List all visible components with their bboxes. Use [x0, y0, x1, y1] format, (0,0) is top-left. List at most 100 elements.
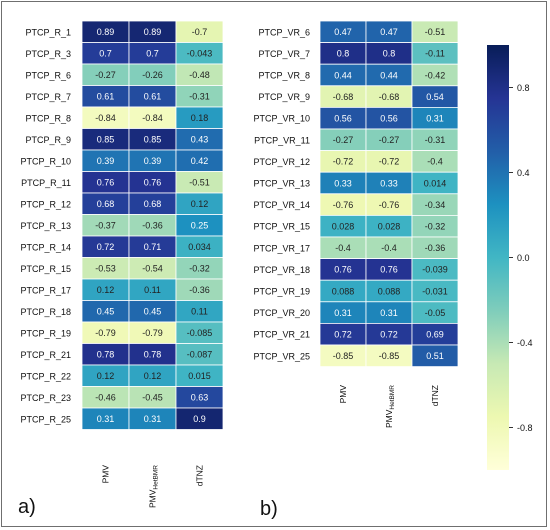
cell-value-label: -0.68 [379, 92, 400, 102]
cell-value-label: 0.034 [188, 242, 211, 252]
cell-value-label: -0.26 [142, 70, 163, 80]
heatmap-cell [175, 407, 224, 430]
column-label: PMV [338, 385, 348, 404]
row-label: PTCP_R_3 [25, 49, 71, 59]
cell-value-label: 0.51 [426, 351, 444, 361]
cell-value-label: 0.68 [97, 199, 115, 209]
cell-value-label: 0.71 [144, 242, 162, 252]
cell-value-label: -0.84 [142, 113, 163, 123]
row-label: PTCP_VR_17 [253, 243, 310, 253]
cell-value-label: -0.4 [335, 243, 351, 253]
cell-value-label: 0.31 [97, 414, 115, 424]
cell-value-label: -0.7 [192, 27, 208, 37]
cell-value-label: -0.48 [189, 70, 210, 80]
cell-value-label: 0.63 [191, 393, 209, 403]
cell-value-label: 0.25 [191, 221, 209, 231]
cell-value-label: 0.45 [144, 307, 162, 317]
cell-value-label: -0.36 [142, 221, 163, 231]
row-label: PTCP_VR_13 [253, 179, 310, 189]
cell-value-label: -0.32 [425, 222, 446, 232]
column-label: PMVHetBMR [384, 385, 396, 428]
cell-value-label: 0.76 [334, 265, 352, 275]
row-label: PTCP_R_10 [20, 156, 71, 166]
heatmap-panel-a: PTCP_R_1 0.89 0.89 -0.7 PTCP_R_3 0.7 0.7 -0.043… [20, 20, 224, 508]
cell-value-label: 0.47 [334, 27, 352, 37]
row-label: PTCP_R_19 [20, 328, 71, 338]
cell-value-label: -0.087 [187, 350, 213, 360]
colorbar-gradient [487, 45, 509, 470]
row-label: PTCP_VR_14 [253, 200, 310, 210]
cell-value-label: -0.45 [142, 393, 163, 403]
row-label: PTCP_VR_6 [258, 27, 310, 37]
cell-value-label: 0.72 [334, 330, 352, 340]
cell-value-label: 0.31 [380, 308, 398, 318]
cell-value-label: -0.27 [379, 135, 400, 145]
cell-value-label: -0.31 [425, 135, 446, 145]
cell-value-label: 0.39 [97, 156, 115, 166]
cell-value-label: 0.12 [144, 371, 162, 381]
cell-value-label: 0.7 [146, 49, 159, 59]
row-label: PTCP_VR_7 [258, 49, 310, 59]
cell-value-label: 0.11 [191, 307, 208, 317]
cell-value-label: -0.84 [95, 113, 116, 123]
cell-value-label: 0.028 [378, 222, 401, 232]
row-label: PTCP_R_1 [25, 27, 71, 37]
row-label: PTCP_VR_21 [253, 330, 310, 340]
colorbar-tick-label: -0.4 [517, 338, 533, 348]
colorbar-tick-label: 0.4 [517, 168, 530, 178]
row-label: PTCP_R_9 [25, 135, 71, 145]
cell-value-label: -0.53 [95, 264, 116, 274]
row-label: PTCP_VR_25 [253, 351, 310, 361]
column-label: PMV [101, 465, 111, 484]
cell-value-label: 0.8 [337, 49, 350, 59]
row-label: PTCP_VR_20 [253, 308, 310, 318]
cell-value-label: -0.27 [95, 70, 116, 80]
cell-value-label: 0.8 [383, 49, 396, 59]
cell-value-label: -0.85 [379, 351, 400, 361]
cell-value-label: 0.014 [424, 178, 447, 188]
row-label: PTCP_VR_8 [258, 71, 310, 81]
cell-value-label: -0.79 [142, 328, 163, 338]
cell-value-label: 0.61 [97, 92, 115, 102]
cell-value-label: 0.18 [191, 113, 209, 123]
cell-value-label: 0.47 [380, 27, 398, 37]
row-label: PTCP_R_14 [20, 242, 71, 252]
row-label: PTCP_R_15 [20, 264, 71, 274]
cell-value-label: -0.46 [95, 393, 116, 403]
cell-value-label: -0.27 [333, 135, 354, 145]
cell-value-label: 0.54 [426, 92, 444, 102]
column-label: PMVHetBMR [148, 465, 160, 508]
cell-value-label: 0.33 [334, 178, 352, 188]
cell-value-label: 0.12 [97, 371, 115, 381]
cell-value-label: 0.72 [380, 330, 398, 340]
cell-value-label: 0.11 [144, 285, 161, 295]
cell-value-label: -0.4 [381, 243, 397, 253]
row-label: PTCP_VR_15 [253, 222, 310, 232]
row-label: PTCP_VR_10 [253, 114, 310, 124]
cell-value-label: 0.85 [97, 135, 115, 145]
colorbar-tick-label: 0.8 [517, 83, 530, 93]
row-label: PTCP_VR_12 [253, 157, 310, 167]
cell-value-label: -0.68 [333, 92, 354, 102]
cell-value-label: -0.05 [425, 308, 446, 318]
cell-value-label: 0.72 [97, 242, 115, 252]
cell-value-label: 0.89 [144, 27, 162, 37]
row-label: PTCP_R_17 [20, 285, 71, 295]
cell-value-label: 0.12 [97, 285, 115, 295]
cell-value-label: 0.31 [144, 414, 162, 424]
cell-value-label: -0.37 [95, 221, 116, 231]
row-label: PTCP_VR_19 [253, 287, 310, 297]
row-label: PTCP_R_25 [20, 414, 71, 424]
cell-value-label: 0.45 [97, 307, 115, 317]
cell-value-label: 0.85 [144, 135, 162, 145]
row-label: PTCP_R_13 [20, 221, 71, 231]
cell-value-label: 0.39 [144, 156, 162, 166]
row-label: PTCP_R_22 [20, 371, 71, 381]
cell-value-label: 0.44 [380, 70, 398, 80]
cell-value-label: 0.12 [191, 199, 209, 209]
cell-value-label: 0.76 [144, 178, 162, 188]
cell-value-label: -0.72 [379, 157, 400, 167]
row-label: PTCP_R_21 [20, 350, 71, 360]
